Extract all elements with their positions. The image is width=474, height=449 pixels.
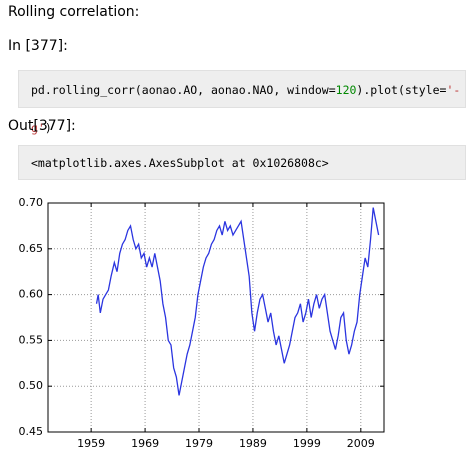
- code: ): [44, 121, 52, 135]
- output-text: <matplotlib.axes.AxesSubplot at 0x102680…: [31, 156, 329, 170]
- line-series: [95, 207, 380, 396]
- y-tick-label: 0.45: [19, 425, 44, 438]
- code-cell[interactable]: pd.rolling_corr(aonao.AO, aonao.NAO, win…: [18, 70, 466, 135]
- chart: 0.70 0.65 0.60 0.55 0.50 0.45 1959 1969 1979 1989…: [19, 196, 385, 449]
- y-tick-label: 0.70: [19, 196, 44, 209]
- x-tick-label: 1969: [131, 437, 159, 449]
- input-prompt: In [377]:: [8, 38, 68, 54]
- x-tick-label: 2009: [347, 437, 375, 449]
- code: pd.rolling_corr(aonao.AO, aonao.NAO, win…: [31, 83, 336, 97]
- code-number: 120: [335, 83, 357, 97]
- code-string: '-g': [31, 83, 461, 135]
- y-tick-label: 0.60: [19, 288, 44, 301]
- x-tick-label: 1999: [293, 437, 321, 449]
- y-tick-label: 0.55: [19, 333, 44, 346]
- x-tick-label: 1959: [77, 437, 105, 449]
- y-tick-label: 0.65: [19, 242, 44, 255]
- output-prompt: Out[377]:: [8, 118, 76, 134]
- axes-frame: [47, 202, 385, 433]
- x-tick-label: 1989: [239, 437, 267, 449]
- y-tick-label: 0.50: [19, 379, 44, 392]
- x-tick-label: 1979: [185, 437, 213, 449]
- heading: Rolling correlation:: [8, 4, 140, 20]
- output-cell: <matplotlib.axes.AxesSubplot at 0x102680…: [18, 145, 466, 180]
- code: ).plot(style=: [356, 83, 447, 97]
